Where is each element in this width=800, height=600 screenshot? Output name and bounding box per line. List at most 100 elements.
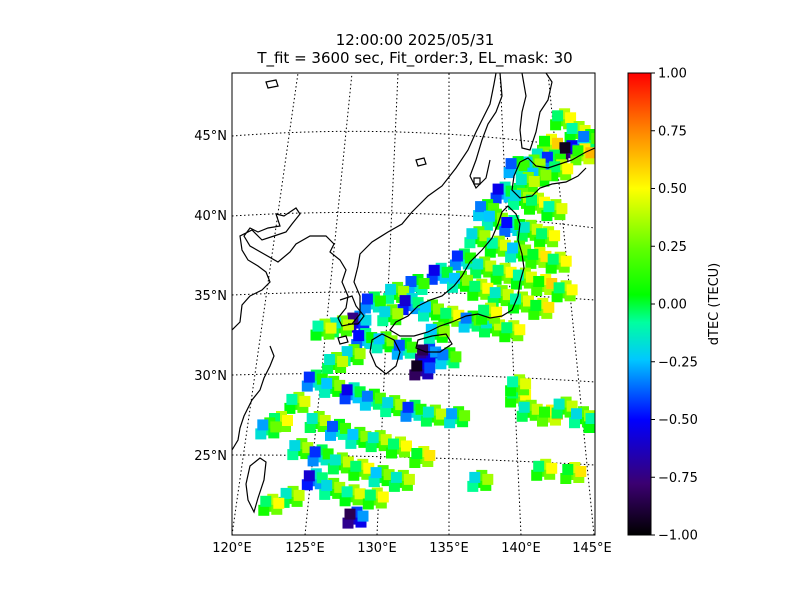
dtec-cell	[271, 503, 283, 515]
dtec-cell	[284, 402, 296, 414]
dtec-cell	[560, 473, 572, 484]
dtec-cell	[347, 428, 359, 440]
dtec-cell	[341, 384, 353, 396]
dtec-cell	[579, 143, 591, 155]
dtec-cell	[341, 486, 353, 498]
dtec-cell	[380, 331, 392, 343]
dtec-cell	[585, 147, 595, 159]
dtec-cell	[545, 262, 557, 274]
dtec-cell	[359, 302, 371, 314]
dtec-cell	[400, 410, 412, 422]
dtec-cell	[336, 452, 348, 464]
dtec-cell	[435, 262, 447, 274]
dtec-cell	[321, 377, 333, 389]
dtec-cell	[386, 304, 398, 316]
dtec-cell	[399, 446, 410, 458]
dtec-cell	[416, 284, 428, 295]
dtec-cell	[377, 491, 389, 503]
dtec-cell	[437, 349, 449, 361]
dtec-cell	[395, 436, 406, 448]
dtec-cell	[328, 477, 340, 489]
dtec-cell	[499, 331, 511, 343]
dtec-cell	[528, 308, 540, 320]
dtec-cell	[564, 132, 576, 143]
dtec-cell	[400, 337, 412, 349]
dtec-cell	[297, 401, 309, 413]
dtec-cell	[287, 449, 299, 461]
dtec-cell	[566, 400, 578, 412]
dtec-cell	[551, 407, 563, 419]
dtec-cell	[327, 463, 339, 475]
dtec-cell	[402, 401, 414, 413]
dtec-cell	[338, 428, 349, 440]
coastline-jeju	[337, 335, 349, 345]
dtec-cell	[409, 457, 421, 468]
dtec-cell	[460, 312, 472, 324]
dtec-cell	[293, 489, 305, 501]
dtec-cell	[286, 393, 298, 405]
dtec-cell	[550, 119, 562, 131]
dtec-cell	[314, 379, 326, 391]
dtec-cell	[282, 415, 293, 426]
dtec-cell	[406, 293, 418, 305]
dtec-cell	[446, 408, 458, 420]
dtec-cell	[332, 385, 344, 397]
dtec-cell	[368, 388, 380, 400]
dtec-cell	[317, 421, 329, 432]
dtec-cell	[358, 436, 370, 448]
dtec-cell	[485, 260, 497, 272]
dtec-cell	[483, 266, 495, 278]
dtec-cell	[433, 303, 444, 315]
dtec-cell	[267, 493, 279, 505]
dtec-cell	[573, 121, 585, 132]
dtec-cell	[444, 417, 456, 429]
dtec-cell	[497, 245, 509, 257]
dtec-cell	[316, 472, 328, 484]
dtec-cell	[353, 330, 365, 342]
dtec-cell	[527, 248, 539, 260]
dtec-cell	[519, 267, 531, 279]
dtec-cell	[543, 226, 555, 238]
dtec-cell	[485, 302, 497, 314]
dtec-cell	[413, 409, 425, 421]
dtec-cell	[299, 395, 311, 407]
dtec-cell	[493, 235, 505, 247]
lat-tick-label: 30°N	[194, 369, 227, 384]
dtec-cell	[257, 419, 269, 431]
dtec-cell	[556, 159, 568, 171]
dtec-cell	[559, 108, 571, 120]
dtec-cell	[570, 154, 582, 166]
colorbar-tick-label: 0.25	[658, 240, 687, 255]
dtec-cell	[270, 421, 282, 433]
dtec-cell	[514, 324, 526, 336]
dtec-cell	[526, 182, 538, 193]
dtec-cell	[526, 194, 537, 206]
dtec-cell	[469, 471, 481, 483]
dtec-cell	[357, 510, 369, 522]
dtec-cell	[383, 292, 395, 304]
dtec-cell	[518, 160, 530, 172]
dtec-cell	[395, 399, 407, 411]
colorbar-tick-label: 0.00	[658, 298, 687, 313]
graticule-lat-40	[232, 211, 595, 229]
dtec-cell	[541, 210, 553, 222]
dtec-cell	[510, 293, 521, 305]
dtec-cell	[378, 440, 390, 452]
dtec-cell	[571, 408, 582, 420]
dtec-cell	[599, 415, 610, 426]
dtec-cell	[499, 226, 511, 237]
dtec-cell	[503, 167, 515, 179]
dtec-cell	[560, 396, 572, 408]
dtec-cell	[287, 485, 299, 497]
graticule-lon-145	[547, 73, 595, 535]
dtec-cell	[501, 322, 513, 334]
dtec-cell	[438, 325, 450, 337]
coastlines	[232, 73, 595, 514]
dtec-cell	[319, 318, 331, 330]
dtec-cell	[327, 420, 338, 432]
dtec-cell	[375, 497, 387, 509]
dtec-cell	[559, 142, 571, 154]
dtec-cell	[518, 395, 530, 407]
dtec-cell	[523, 295, 534, 307]
